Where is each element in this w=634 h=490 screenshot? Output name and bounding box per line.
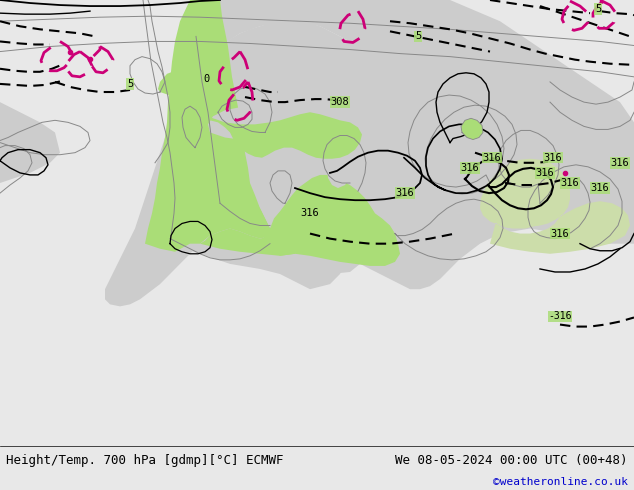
Polygon shape [298,193,330,223]
Text: 316: 316 [396,188,415,198]
Polygon shape [145,0,270,252]
Text: 0: 0 [204,74,210,84]
Polygon shape [480,159,630,254]
Polygon shape [327,138,352,188]
Text: -316: -316 [548,312,572,321]
Text: 316: 316 [301,208,320,219]
Polygon shape [192,112,362,159]
Text: 5: 5 [127,79,133,89]
Text: 308: 308 [330,97,349,107]
Text: Height/Temp. 700 hPa [gdmp][°C] ECMWF: Height/Temp. 700 hPa [gdmp][°C] ECMWF [6,454,284,466]
Text: 316: 316 [461,163,479,173]
Text: We 08-05-2024 00:00 UTC (00+48): We 08-05-2024 00:00 UTC (00+48) [395,454,628,466]
Text: 316: 316 [550,228,569,239]
Polygon shape [200,221,310,256]
Text: 316: 316 [543,153,562,163]
Polygon shape [105,0,634,306]
Text: ©weatheronline.co.uk: ©weatheronline.co.uk [493,477,628,487]
Text: 316: 316 [560,178,579,188]
Polygon shape [158,70,210,104]
Text: 5: 5 [415,31,421,41]
Text: 5: 5 [595,4,601,14]
Polygon shape [461,118,483,140]
Polygon shape [238,175,400,266]
Polygon shape [0,102,60,183]
Polygon shape [268,221,365,274]
Text: 316: 316 [536,168,554,178]
Polygon shape [208,107,268,140]
Text: 316: 316 [611,158,630,168]
Polygon shape [168,20,405,289]
Text: 316: 316 [591,183,609,193]
Text: 316: 316 [482,153,501,163]
